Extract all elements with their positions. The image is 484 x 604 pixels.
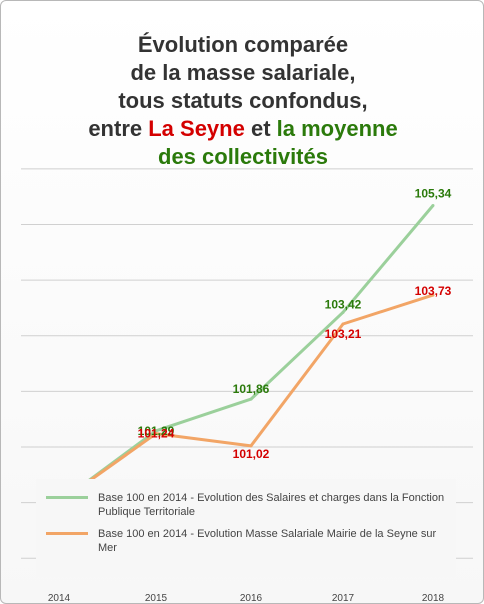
legend-label-fpt: Base 100 en 2014 - Evolution des Salaire… xyxy=(98,492,445,518)
data-point xyxy=(431,293,435,297)
data-label: 101,02 xyxy=(233,447,270,461)
legend-label-seyne: Base 100 en 2014 - Evolution Masse Salar… xyxy=(98,528,437,554)
data-point xyxy=(341,310,345,314)
data-point xyxy=(249,397,253,401)
title-line-4: entre La Seyne et la moyenne xyxy=(1,115,483,143)
title-line-3: tous statuts confondus, xyxy=(118,88,368,113)
data-label: 105,34 xyxy=(415,187,452,201)
data-point xyxy=(154,432,158,436)
title-la-moyenne: la moyenne xyxy=(276,116,398,141)
data-label: 103,73 xyxy=(415,284,452,298)
data-label: 103,21 xyxy=(325,327,362,341)
title-et: et xyxy=(244,116,277,141)
data-label: 101,29 xyxy=(138,424,175,438)
title-line-2: de la masse salariale, xyxy=(130,60,356,85)
x-tick-label: 2015 xyxy=(145,593,168,604)
legend-swatch-green xyxy=(46,496,88,499)
title-line-1: Évolution comparée xyxy=(137,32,349,57)
data-point xyxy=(341,322,345,326)
data-label: 101,86 xyxy=(233,382,270,396)
title-la-seyne: La Seyne xyxy=(148,116,245,141)
legend-swatch-orange xyxy=(46,532,88,535)
title-entre: entre xyxy=(88,116,149,141)
x-tick-label: 2017 xyxy=(332,593,355,604)
x-tick-label: 2016 xyxy=(240,593,263,604)
chart-title: Évolution comparée de la masse salariale… xyxy=(1,31,483,171)
title-line-5: des collectivités xyxy=(158,144,328,169)
x-tick-label: 2014 xyxy=(48,593,71,604)
data-point xyxy=(154,429,158,433)
data-point xyxy=(249,444,253,448)
series-line-1 xyxy=(58,293,434,504)
data-point xyxy=(431,204,435,208)
data-label: 101,24 xyxy=(138,427,175,441)
legend: Base 100 en 2014 - Evolution des Salaire… xyxy=(36,479,456,577)
x-tick-label: 2018 xyxy=(422,593,445,604)
data-label: 103,42 xyxy=(325,297,362,311)
